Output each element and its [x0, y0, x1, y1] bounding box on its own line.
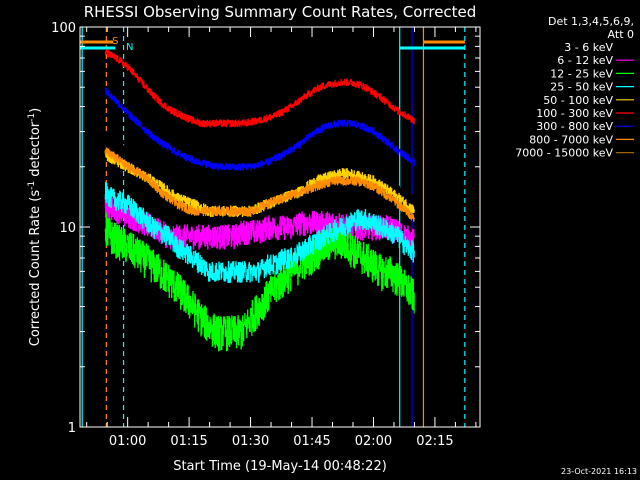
legend-label-1: 3 - 6 keV — [564, 41, 613, 54]
y-axis-label: Corrected Count Rate (s-1 detector-1) — [27, 108, 43, 346]
legend-header-line1: Det 1,3,4,5,6,9, — [548, 15, 634, 28]
series-line-8 — [104, 147, 415, 222]
x-tick-label: 02:00 — [355, 434, 392, 449]
y-tick-label: 100 — [51, 21, 76, 36]
y-axis: 1 10 100 — [51, 21, 480, 436]
y-axis-label-part2: detector — [28, 121, 43, 181]
y-axis-label-sup2: -1 — [27, 113, 37, 122]
legend-label-8: 800 - 7000 keV — [529, 133, 613, 146]
legend-label-5: 50 - 100 keV — [543, 94, 613, 107]
legend-label-4: 25 - 50 keV — [550, 81, 613, 94]
x-tick-label: 01:30 — [232, 434, 269, 449]
x-axis: 01:00 01:15 01:30 01:45 02:00 02:15 — [86, 27, 477, 449]
series-line-4 — [104, 181, 415, 283]
annotation-s: S — [112, 36, 118, 47]
x-tick-label: 01:45 — [293, 434, 330, 449]
legend-label-2: 6 - 12 keV — [557, 54, 613, 67]
x-axis-label: Start Time (19-May-14 00:48:22) — [173, 459, 387, 474]
legend-label-7: 300 - 800 keV — [536, 120, 613, 133]
y-axis-label-part1: Corrected Count Rate (s — [28, 190, 43, 347]
series-line-7 — [104, 87, 415, 171]
chart-title: RHESSI Observing Summary Count Rates, Co… — [84, 3, 477, 21]
y-axis-label-part3: ) — [28, 108, 43, 113]
series-line-6 — [104, 48, 415, 128]
y-tick-label: 10 — [59, 221, 76, 236]
series-line-3 — [104, 212, 415, 352]
y-axis-label-sup1: -1 — [27, 181, 37, 190]
legend-label-6: 100 - 300 keV — [536, 107, 613, 120]
x-tick-label: 02:15 — [416, 434, 453, 449]
x-tick-label: 01:15 — [170, 434, 207, 449]
x-tick-label: 01:00 — [109, 434, 146, 449]
annotation-n: N — [126, 42, 133, 53]
footer-date: 23-Oct-2021 16:13 — [561, 467, 637, 476]
plot-area: SN — [80, 27, 466, 427]
legend-header-line2: Att 0 — [608, 28, 634, 41]
y-tick-label: 1 — [68, 421, 76, 436]
legend-label-3: 12 - 25 keV — [550, 67, 613, 80]
legend-label-9: 7000 - 15000 keV — [515, 147, 613, 160]
